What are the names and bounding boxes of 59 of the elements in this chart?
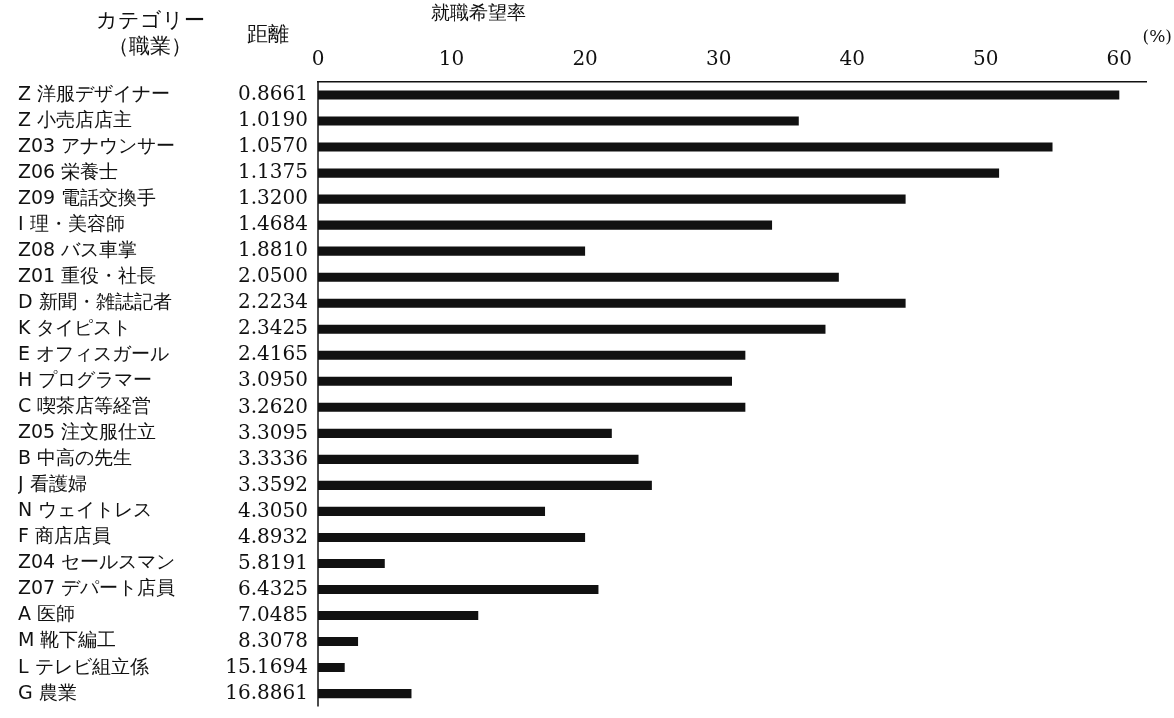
x-tick-label: 10 — [438, 46, 465, 71]
y2-tick-label: 3.0950 — [238, 367, 308, 392]
y2-tick-label: 3.3336 — [238, 445, 308, 470]
y-tick-label: Z06 栄養士 — [18, 160, 119, 183]
y-tick-label: H プログラマー — [18, 368, 153, 391]
y2-tick-label: 2.3425 — [238, 315, 308, 340]
y2-tick-label: 2.2234 — [238, 289, 308, 314]
y2-tick-label: 5.8191 — [238, 549, 308, 574]
chart-title: 就職希望率 — [430, 0, 526, 23]
x-tick-label: 60 — [1106, 46, 1133, 71]
y2-tick-label: 1.8810 — [238, 237, 308, 262]
y2-tick-label: 1.0190 — [238, 107, 308, 132]
x-tick-label: 30 — [705, 46, 732, 71]
x-tick-label: 20 — [572, 46, 598, 71]
y2-tick-label: 3.3592 — [238, 471, 308, 496]
y2-tick-label: 2.4165 — [238, 341, 308, 366]
y-tick-label: Z05 注文服仕立 — [18, 420, 157, 443]
y-tick-label: C 喫茶店等経営 — [18, 394, 152, 417]
y-tick-label: B 中高の先生 — [18, 446, 133, 469]
y-tick-label: Z 洋服デザイナー — [18, 81, 171, 104]
y-tick-label: D 新聞・雑誌記者 — [18, 290, 172, 313]
y-tick-label: A 医師 — [18, 602, 76, 625]
text: （職業） — [108, 34, 192, 59]
x-tick-label: 50 — [973, 46, 999, 71]
y2-tick-label: 6.4325 — [238, 575, 308, 600]
y2-tick-label: 4.8932 — [238, 523, 308, 548]
y-tick-label: Z03 アナウンサー — [18, 134, 176, 156]
y2-tick-label: 4.3050 — [238, 497, 308, 522]
y2-tick-label: 2.0500 — [238, 263, 308, 288]
y2-tick-label: 3.3095 — [238, 419, 308, 444]
y-tick-label: L テレビ組立係 — [18, 654, 149, 677]
y2-tick-label: 1.3200 — [238, 185, 308, 210]
y2-tick-label: 1.1375 — [238, 159, 308, 184]
x-tick-label: 40 — [839, 46, 865, 71]
text: カテゴリー — [95, 8, 205, 33]
y2-tick-label: 16.8861 — [225, 679, 308, 704]
y-tick-label: Z01 重役・社長 — [18, 264, 157, 287]
y2-tick-label: 7.0485 — [238, 601, 308, 626]
x-tick-label: 0 — [311, 46, 325, 71]
y-tick-label: Z07 デパート店員 — [18, 576, 176, 599]
y-tick-label: I 理・美容師 — [18, 212, 125, 235]
y2-tick-label: 1.0570 — [238, 133, 308, 158]
y-tick-label: Z 小売店店主 — [18, 107, 133, 130]
y-tick-label: Z09 電話交換手 — [18, 186, 157, 209]
y-tick-label: K タイピスト — [18, 316, 132, 339]
y-tick-label: Z04 セールスマン — [18, 550, 176, 573]
y-tick-label: N ウェイトレス — [18, 498, 153, 521]
y-tick-label: M 靴下編工 — [18, 628, 117, 651]
y2-tick-label: 1.4684 — [238, 211, 308, 236]
y2-tick-label: 0.8661 — [238, 81, 308, 106]
y-tick-label: G 農業 — [18, 680, 77, 703]
y2-tick-label: 3.2620 — [238, 393, 308, 418]
y2-tick-label: 15.1694 — [225, 653, 308, 678]
y2-tick-label: 8.3078 — [238, 627, 308, 652]
y-tick-label: E オフィスガール — [18, 342, 170, 365]
x-axis-title: (%) — [1142, 26, 1172, 47]
text: 距離 — [247, 22, 289, 47]
y-tick-label: F 商店店員 — [18, 524, 111, 547]
y-tick-label: Z08 バス車掌 — [18, 238, 138, 261]
